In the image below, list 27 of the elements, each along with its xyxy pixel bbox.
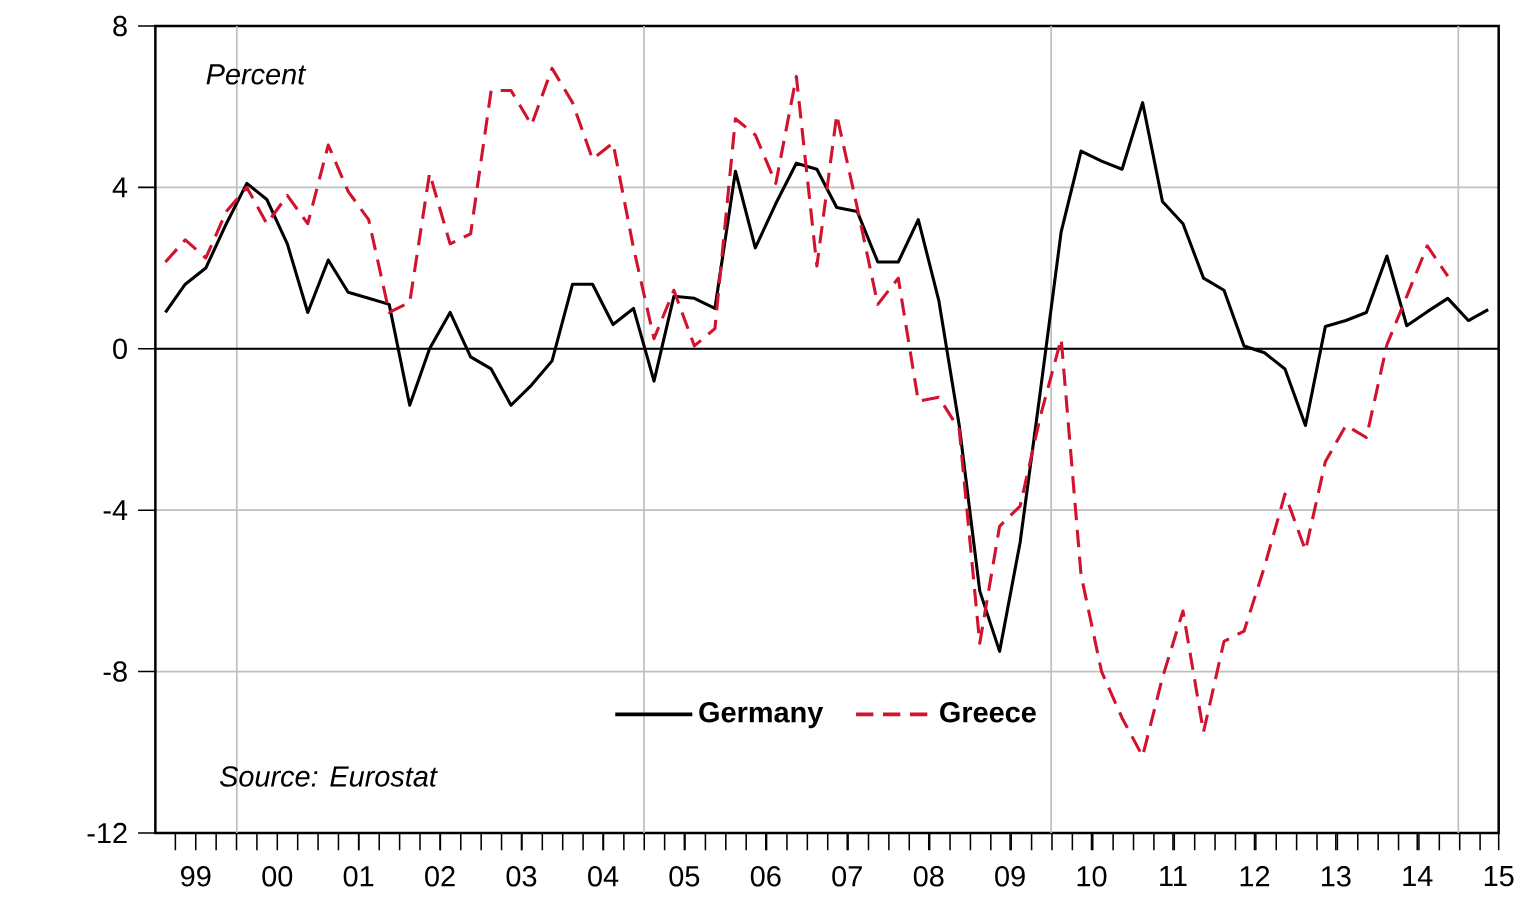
y-tick-label: -12 — [87, 822, 127, 843]
x-tick-label: 13 — [1321, 865, 1351, 887]
annotation: Source: Eurostat — [219, 766, 438, 787]
legend-label: Germany — [699, 701, 824, 729]
x-tick-label: 00 — [262, 865, 293, 887]
x-tick-label: 10 — [1077, 865, 1107, 887]
x-tick-label: 05 — [669, 865, 700, 887]
x-tick-label: 01 — [343, 865, 374, 887]
x-tick-label: 09 — [995, 865, 1025, 887]
x-tick-label: 99 — [181, 865, 211, 887]
x-tick-label: 07 — [832, 865, 862, 887]
x-tick-label: 03 — [506, 865, 537, 887]
x-tick-label: 02 — [425, 865, 455, 887]
x-tick-label: 11 — [1160, 865, 1187, 886]
legend-label: Greece — [940, 701, 1036, 723]
y-tick-label: 0 — [113, 338, 127, 359]
y-tick-label: -4 — [103, 500, 128, 520]
x-tick-label: 12 — [1240, 865, 1270, 887]
annotation: Percent — [206, 64, 307, 85]
x-tick-label: 08 — [913, 865, 944, 887]
y-tick-label: 4 — [112, 177, 128, 198]
x-tick-label: 14 — [1403, 865, 1433, 886]
x-tick-label: 04 — [588, 865, 619, 887]
y-tick-label: -8 — [103, 661, 127, 682]
x-tick-label: 06 — [750, 865, 781, 887]
x-tick-label: 15 — [1484, 865, 1514, 887]
y-tick-label: 8 — [113, 15, 127, 37]
